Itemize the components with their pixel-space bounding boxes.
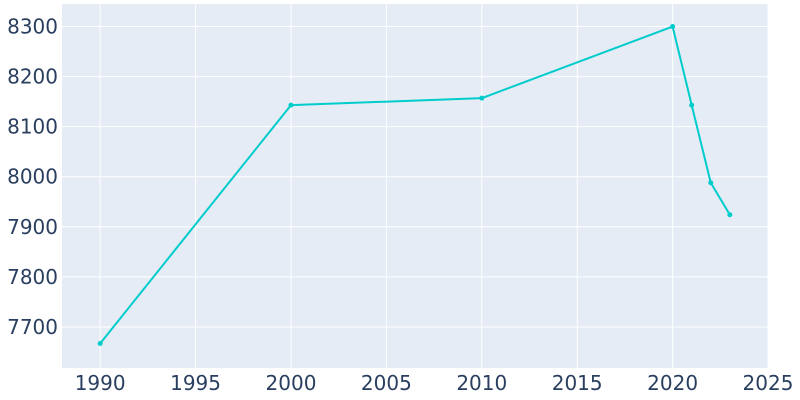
grid-lines [62, 4, 769, 368]
data-point [727, 212, 733, 218]
x-tick-label: 2000 [266, 371, 317, 395]
y-tick-label: 8300 [7, 15, 58, 39]
x-tick-label: 1995 [170, 371, 221, 395]
y-tick-label: 8200 [7, 65, 58, 89]
data-point [689, 102, 695, 108]
x-tick-label: 2015 [552, 371, 603, 395]
x-tick-label: 2005 [361, 371, 412, 395]
x-tick-label: 2025 [743, 371, 794, 395]
y-axis-ticks: 7700 7800 7900 8000 8100 8200 8300 [7, 15, 58, 339]
data-point [97, 340, 103, 346]
data-point [670, 24, 676, 30]
y-tick-label: 8000 [7, 165, 58, 189]
y-tick-label: 7700 [7, 315, 58, 339]
x-tick-label: 1990 [75, 371, 126, 395]
data-point [708, 180, 714, 186]
x-axis-ticks: 1990 1995 2000 2005 2010 2015 2020 2025 [75, 371, 794, 395]
data-point [288, 102, 294, 108]
x-tick-label: 2020 [647, 371, 698, 395]
y-tick-label: 7900 [7, 215, 58, 239]
y-tick-label: 7800 [7, 265, 58, 289]
x-tick-label: 2010 [456, 371, 507, 395]
series-layer [97, 24, 733, 346]
data-point [479, 95, 485, 101]
plot-area [62, 4, 768, 368]
y-tick-label: 8100 [7, 115, 58, 139]
